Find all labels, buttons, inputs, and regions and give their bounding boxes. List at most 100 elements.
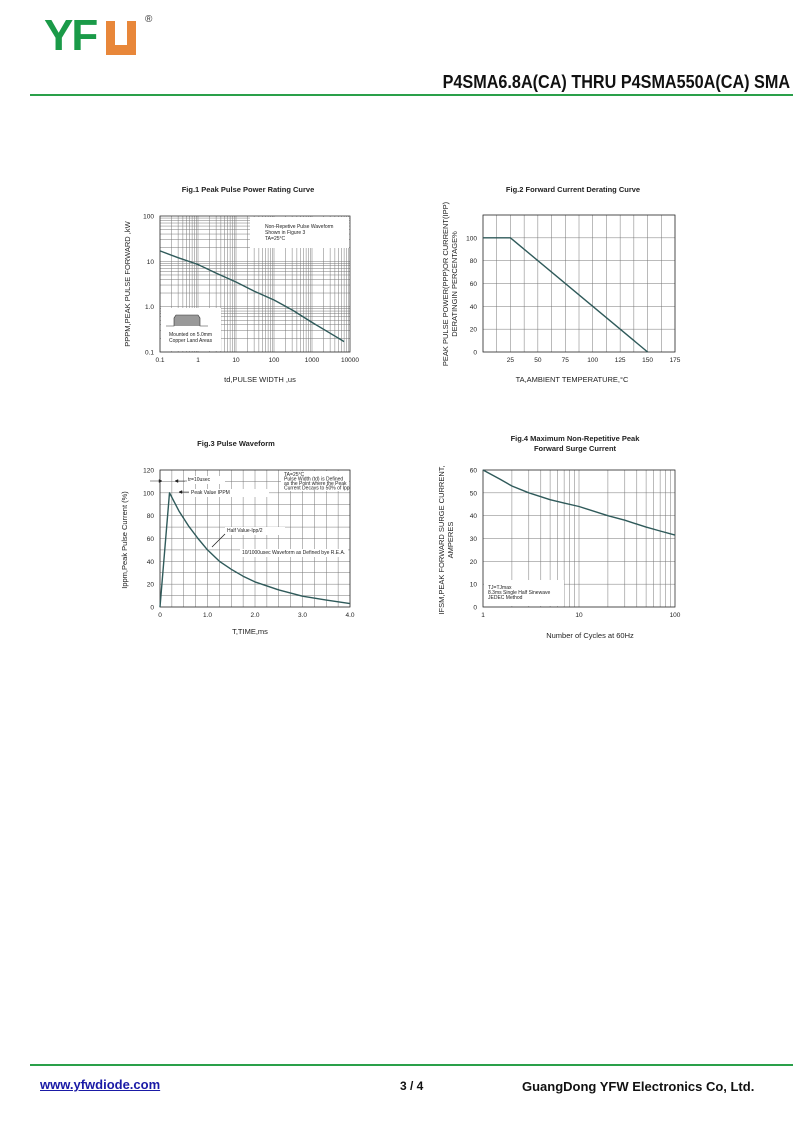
grid bbox=[482, 214, 676, 353]
x-tick-label: 25 bbox=[507, 357, 515, 364]
annotation-text: TJ=TJmax bbox=[488, 585, 512, 591]
y-tick-label: 0 bbox=[150, 605, 154, 612]
chart-fig2: Fig.2 Forward Current Derating Curve TA,… bbox=[441, 185, 640, 384]
y-tick-label: 0.1 bbox=[145, 350, 154, 357]
half-value-arrow bbox=[211, 533, 226, 548]
y-tick-label: 60 bbox=[470, 281, 478, 288]
y-axis-label: Ippm,Peak Pulse Current (%) bbox=[120, 491, 129, 589]
series-line bbox=[159, 492, 351, 608]
x-tick-label: 1 bbox=[481, 612, 485, 619]
pcb-pad-icon bbox=[166, 314, 208, 327]
y-axis-label-line1: IFSM,PEAK FORWARD SURGE CURRENT, bbox=[437, 465, 446, 614]
x-tick-label: 2.0 bbox=[250, 612, 259, 619]
series-line bbox=[482, 469, 676, 536]
x-tick-label: 0.1 bbox=[155, 357, 164, 364]
y-tick-label: 60 bbox=[147, 536, 155, 543]
plot-frame bbox=[482, 469, 676, 608]
y-tick-label: 40 bbox=[470, 304, 478, 311]
annotation-box bbox=[161, 308, 221, 351]
x-axis-label: Number of Cycles at 60Hz bbox=[546, 631, 634, 640]
plot-fig1: 0.1 1 10 100 1000 10000 0.1 1.0 10 100 Non-Repetiv… bbox=[143, 214, 359, 365]
x-tick-label: 125 bbox=[615, 357, 626, 364]
x-tick-label: 4.0 bbox=[345, 612, 354, 619]
x-tick-label: 1.0 bbox=[203, 612, 212, 619]
x-tick-label: 50 bbox=[534, 357, 542, 364]
annotation-box bbox=[250, 217, 349, 248]
chart-title: Fig.1 Peak Pulse Power Rating Curve bbox=[182, 185, 315, 194]
annotation-text: TA=25°C bbox=[284, 472, 304, 478]
chart-title-line1: Fig.4 Maximum Non-Repetitive Peak bbox=[511, 434, 641, 443]
y-tick-label: 1.0 bbox=[145, 304, 154, 311]
x-tick-label: 150 bbox=[642, 357, 653, 364]
annotation-box bbox=[185, 476, 225, 484]
y-axis-label-line2: AMPERES bbox=[446, 522, 455, 559]
annotation-text: Half Value-Ipp/2 bbox=[227, 528, 263, 534]
annotation-text: TA=25°C bbox=[265, 236, 285, 242]
y-axis-label: PPPM,PEAK PULSE FORWARD ,kW bbox=[123, 220, 132, 346]
x-tick-label: 10 bbox=[575, 612, 583, 619]
y-tick-label: 40 bbox=[147, 559, 155, 566]
y-tick-label: 30 bbox=[470, 536, 478, 543]
plot-frame bbox=[159, 215, 351, 353]
page-number: 3 / 4 bbox=[400, 1079, 424, 1093]
y-tick-label: 50 bbox=[470, 490, 478, 497]
plot-frame bbox=[159, 469, 351, 608]
x-tick-label: 1000 bbox=[305, 357, 320, 364]
y-tick-label: 40 bbox=[470, 513, 478, 520]
x-tick-label: 100 bbox=[670, 612, 681, 619]
y-tick-label: 0 bbox=[473, 350, 477, 357]
y-tick-label: 20 bbox=[470, 327, 478, 334]
x-tick-label: 10000 bbox=[341, 357, 359, 364]
plot-fig3: 0 1.0 2.0 3.0 4.0 0 20 40 60 80 100 120 TA=25°CPulse… bbox=[143, 468, 355, 620]
annotation-box bbox=[240, 549, 348, 557]
y-tick-label: 10 bbox=[470, 582, 478, 589]
plot-fig2: 25 50 75 100 125 150 175 0 20 40 60 80 100 bbox=[466, 214, 681, 364]
chart-title: Fig.2 Forward Current Derating Curve bbox=[506, 185, 640, 194]
website-link[interactable]: www.yfwdiode.com bbox=[40, 1077, 161, 1092]
x-tick-label: 0 bbox=[158, 612, 162, 619]
x-axis-label: td,PULSE WIDTH ,us bbox=[224, 375, 296, 384]
annotation-text: Peak Value IPPM bbox=[191, 490, 230, 496]
y-tick-label: 60 bbox=[470, 468, 478, 475]
chart-title: Fig.3 Pulse Waveform bbox=[197, 439, 275, 448]
series-line bbox=[483, 237, 649, 353]
y-tick-label: 100 bbox=[143, 214, 154, 221]
annotation-box bbox=[281, 471, 349, 491]
y-axis-label-line2: DERATINGIN PERCENTAGE% bbox=[450, 231, 459, 337]
annotation-text: Current Decays to 50% of Ipp bbox=[284, 486, 350, 492]
logo-u-mark bbox=[106, 21, 136, 55]
annotation-text: JEDEC Method bbox=[488, 595, 523, 601]
chart-fig1: Fig.1 Peak Pulse Power Rating Curve td,P… bbox=[123, 185, 314, 384]
logo-text: YF bbox=[44, 11, 98, 60]
annotation-text: Non-Repetive Pulse Waveform bbox=[265, 224, 333, 230]
x-tick-label: 75 bbox=[562, 357, 570, 364]
y-tick-label: 100 bbox=[466, 235, 477, 242]
annotation-box bbox=[225, 527, 285, 535]
registered-mark: ® bbox=[145, 14, 153, 25]
chart-fig4: Fig.4 Maximum Non-Repetitive Peak Forwar… bbox=[437, 434, 640, 640]
x-axis-label: TA,AMBIENT TEMPERATURE,°C bbox=[516, 375, 629, 384]
y-tick-label: 80 bbox=[470, 258, 478, 265]
y-tick-label: 80 bbox=[147, 513, 155, 520]
y-tick-label: 120 bbox=[143, 468, 154, 475]
x-tick-label: 1 bbox=[196, 357, 200, 364]
chart-title-line2: Forward Surge Current bbox=[534, 444, 617, 453]
y-tick-label: 0 bbox=[473, 605, 477, 612]
y-axis-label-line1: PEAK PULSE POWER(PPP)OR CURRENT(IPP) bbox=[441, 201, 450, 366]
peak-arrow bbox=[178, 490, 189, 494]
company-logo: YF ® bbox=[44, 14, 154, 94]
x-tick-label: 175 bbox=[670, 357, 681, 364]
annotation-box bbox=[484, 580, 564, 606]
chart-fig3: Fig.3 Pulse Waveform T,TIME,ms Ippm,Peak… bbox=[120, 439, 275, 636]
plot-frame bbox=[482, 214, 676, 353]
y-tick-label: 20 bbox=[147, 582, 155, 589]
series-line bbox=[159, 250, 345, 343]
annotation-text: Pulse Width (td) is Defined bbox=[284, 477, 343, 483]
annotation-text: 10/1000usec Waveform as Defined bye R.E.… bbox=[242, 550, 345, 556]
annotation-text: 8.3ms Single Half Sinewave bbox=[488, 590, 550, 596]
y-tick-label: 20 bbox=[470, 559, 478, 566]
y-tick-label: 10 bbox=[147, 259, 155, 266]
rise-time-arrow bbox=[150, 479, 187, 483]
x-tick-label: 10 bbox=[232, 357, 240, 364]
